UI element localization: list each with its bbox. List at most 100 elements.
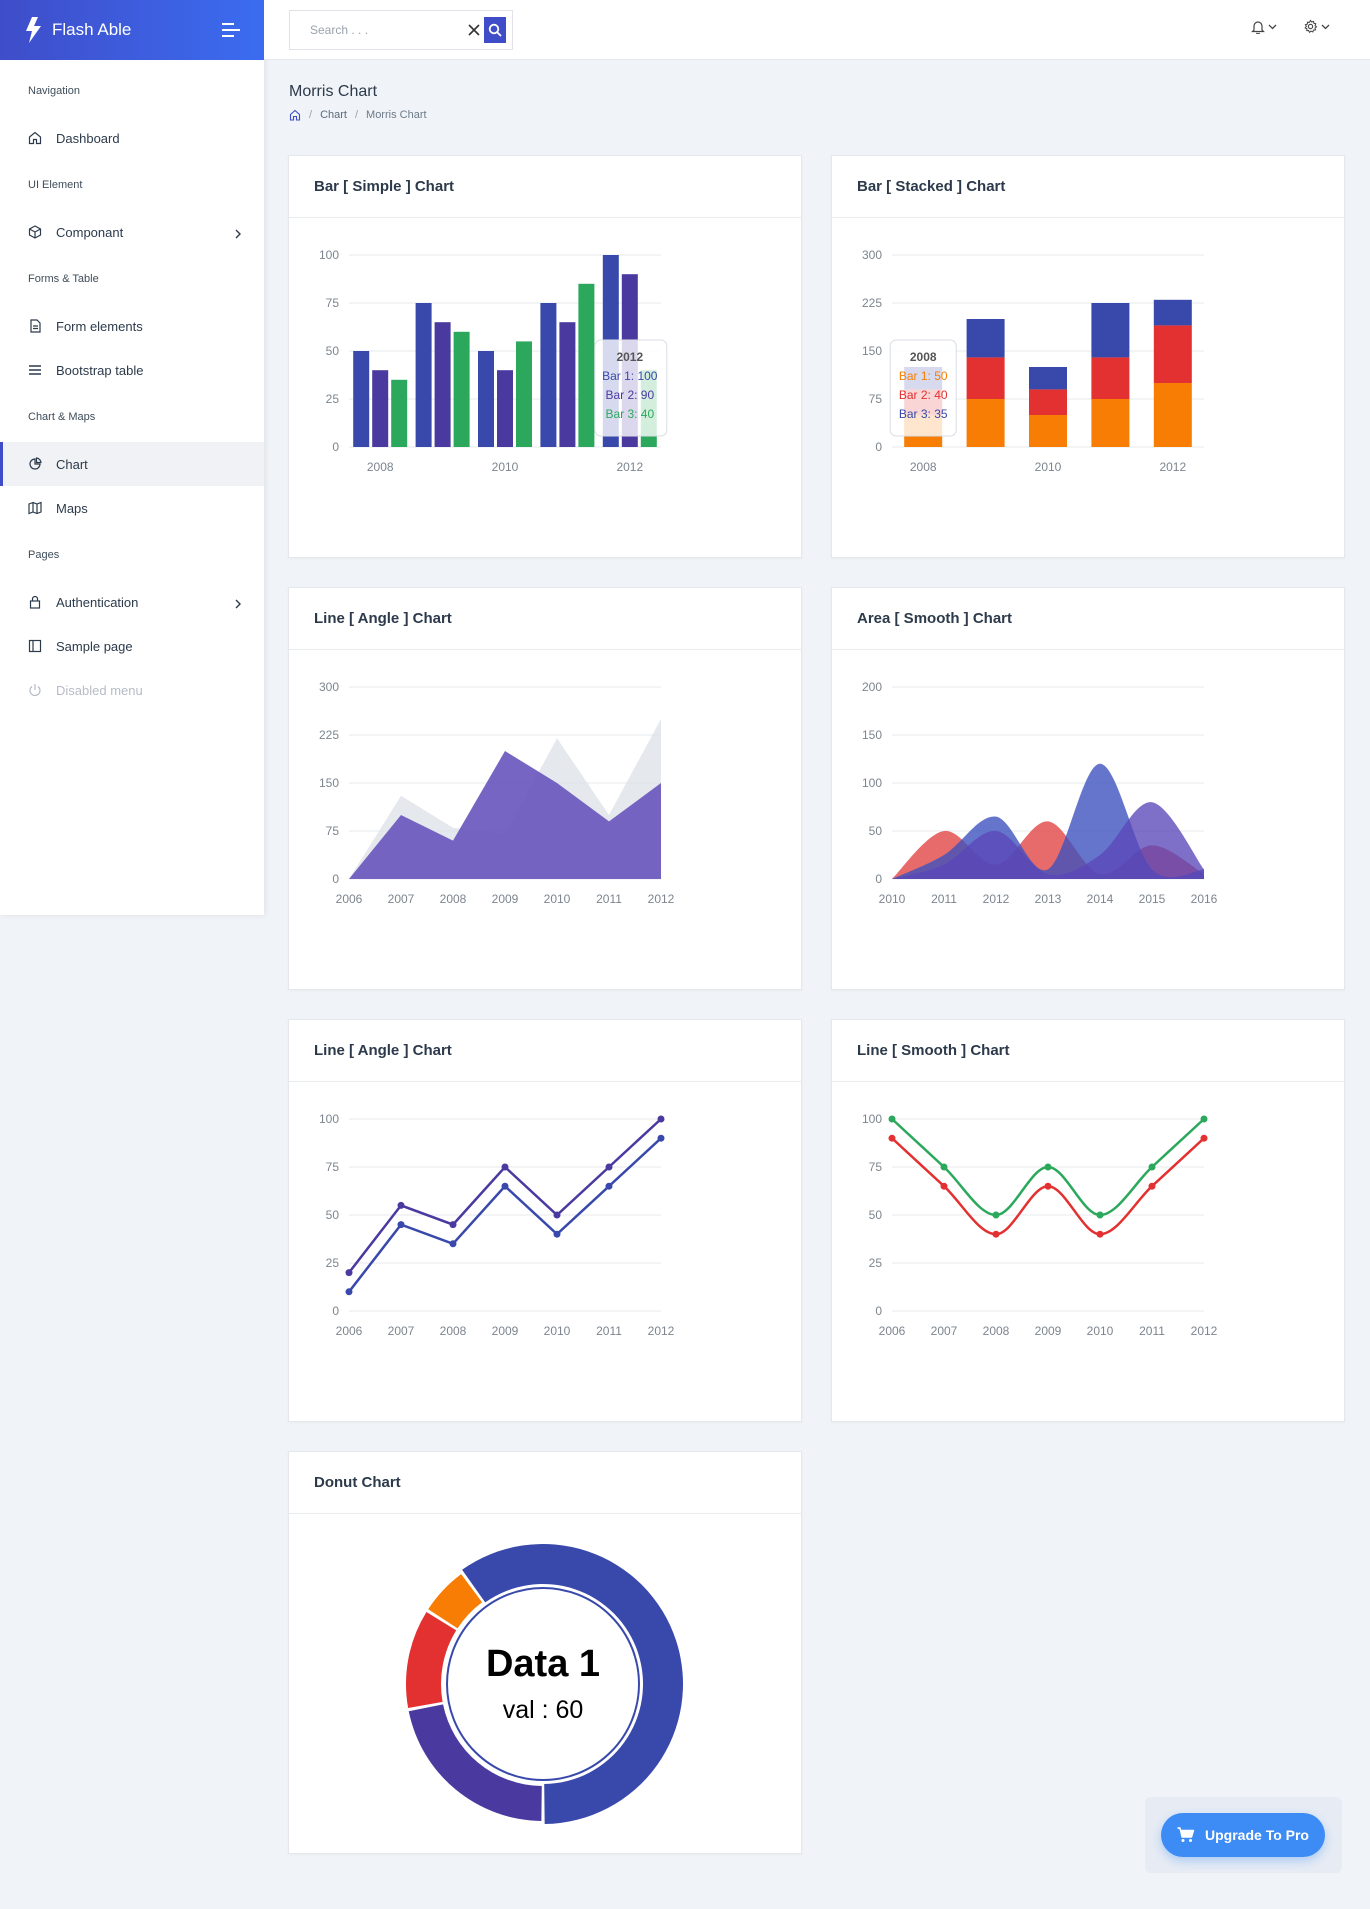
x-tick-label: 2012	[1191, 1324, 1218, 1338]
data-point	[940, 1182, 948, 1190]
sidebar-item-componant[interactable]: Componant	[0, 210, 264, 254]
data-point	[605, 1182, 613, 1190]
bar	[516, 341, 532, 447]
notifications-dropdown[interactable]	[1251, 19, 1277, 34]
x-tick-label: 2014	[1087, 892, 1114, 906]
sidebar-item-bootstrap-table[interactable]: Bootstrap table	[0, 348, 264, 392]
settings-dropdown[interactable]	[1303, 19, 1330, 34]
upgrade-button[interactable]: Upgrade To Pro	[1161, 1813, 1325, 1857]
bar	[372, 370, 389, 447]
x-tick-label: 2006	[336, 892, 363, 906]
tooltip-title: 2012	[616, 350, 643, 364]
x-tick-label: 2009	[1035, 1324, 1062, 1338]
tooltip-line: Bar 1: 50	[899, 369, 948, 383]
y-tick-label: 50	[869, 824, 883, 838]
upgrade-label: Upgrade To Pro	[1205, 1827, 1309, 1843]
bar	[497, 370, 513, 447]
x-tick-label: 2012	[616, 460, 643, 474]
bar-segment	[1153, 299, 1192, 326]
x-tick-label: 2012	[648, 892, 675, 906]
x-tick-label: 2013	[1035, 892, 1062, 906]
donut-slice	[406, 1611, 457, 1709]
list-icon	[28, 363, 42, 377]
sidebar-item-label: Componant	[56, 224, 124, 240]
sidebar-item-sample-page[interactable]: Sample page	[0, 624, 264, 668]
chevron-right-icon	[234, 227, 242, 239]
gear-icon	[1304, 19, 1318, 34]
x-tick-label: 2006	[879, 1324, 906, 1338]
data-point	[1148, 1163, 1156, 1171]
data-point	[888, 1115, 896, 1123]
bar-segment	[966, 357, 1005, 399]
area-series	[349, 751, 661, 879]
y-tick-label: 225	[862, 296, 882, 310]
data-point	[345, 1288, 353, 1296]
sidebar-item-chart[interactable]: Chart	[0, 442, 264, 486]
x-tick-label: 2008	[440, 892, 467, 906]
breadcrumb-separator: /	[354, 109, 359, 121]
lock-icon	[28, 595, 42, 609]
bell-icon	[1251, 20, 1265, 34]
sidebar-icon	[28, 639, 42, 653]
bar	[415, 303, 432, 447]
line-angle-area-chart: 0 75 150 225 300 2006 2007 2008 2009 2010 2011 2012	[319, 680, 675, 906]
data-point	[501, 1163, 509, 1171]
line-angle-card: Line [ Angle ] Chart 0 25 50 75 100 2006 2007 2…	[288, 1019, 802, 1422]
sidebar-item-label: Authentication	[56, 594, 139, 610]
y-tick-label: 25	[326, 1256, 340, 1270]
bar-simple-card: Bar [ Simple ] Chart 0 25 50 75 100 2008 2010 2…	[288, 155, 802, 558]
chevron-right-icon	[234, 597, 242, 609]
close-icon[interactable]	[465, 19, 484, 41]
data-point	[657, 1134, 665, 1142]
bar-segment	[1091, 303, 1130, 358]
y-tick-label: 0	[332, 872, 339, 886]
x-tick-label: 2008	[440, 1324, 467, 1338]
nav-caption: UI Element	[28, 179, 83, 191]
home-icon[interactable]	[289, 109, 301, 121]
x-tick-label: 2008	[910, 460, 937, 474]
menu-toggle-icon[interactable]	[222, 22, 244, 38]
chart-tooltip	[889, 339, 957, 437]
page-title: Morris Chart	[289, 83, 378, 100]
search-button[interactable]	[483, 17, 506, 43]
x-tick-label: 2009	[492, 892, 519, 906]
bar	[540, 303, 557, 447]
donut-hole	[446, 1587, 640, 1781]
y-tick-label: 0	[332, 440, 339, 454]
sidebar-item-dashboard[interactable]: Dashboard	[0, 116, 264, 160]
line-angle-area-card: Line [ Angle ] Chart 0 75 150 225 300 2006 200…	[288, 587, 802, 990]
sidebar-item-form-elements[interactable]: Form elements	[0, 304, 264, 348]
donut-center-label: Data 1	[486, 1643, 600, 1685]
breadcrumb-link-chart[interactable]: Chart	[320, 109, 347, 121]
y-tick-label: 50	[869, 1208, 883, 1222]
y-tick-label: 300	[319, 680, 339, 694]
sidebar-item-label: Form elements	[56, 318, 143, 334]
y-tick-label: 0	[332, 1304, 339, 1318]
line-smooth-card: Line [ Smooth ] Chart 0 25 50 75 100 2006 2007…	[831, 1019, 1345, 1422]
header-actions	[1251, 19, 1330, 34]
sidebar-item-maps[interactable]: Maps	[0, 486, 264, 530]
area-series	[892, 802, 1204, 879]
sidebar-item-label: Maps	[56, 500, 88, 516]
sidebar-item-authentication[interactable]: Authentication	[0, 580, 264, 624]
data-point	[553, 1230, 561, 1238]
x-tick-label: 2006	[336, 1324, 363, 1338]
x-tick-label: 2008	[983, 1324, 1010, 1338]
x-tick-label: 2007	[388, 1324, 415, 1338]
data-point	[605, 1163, 613, 1171]
y-tick-label: 0	[875, 1304, 882, 1318]
home-icon	[28, 131, 42, 145]
donut-chart: Data 1 val : 60	[406, 1544, 683, 1824]
bar	[478, 351, 494, 447]
data-point	[345, 1269, 353, 1277]
y-tick-label: 150	[862, 728, 882, 742]
bar	[391, 379, 408, 447]
data-point	[449, 1221, 457, 1229]
bar-segment	[1153, 325, 1192, 383]
data-point	[397, 1201, 405, 1209]
search-input[interactable]	[290, 23, 465, 37]
bar-segment	[1091, 357, 1130, 399]
data-point	[888, 1134, 896, 1142]
card-title: Bar [ Simple ] Chart	[289, 156, 801, 218]
sidebar-nav: Navigation Dashboard UI Element Componant Fo…	[0, 60, 264, 712]
